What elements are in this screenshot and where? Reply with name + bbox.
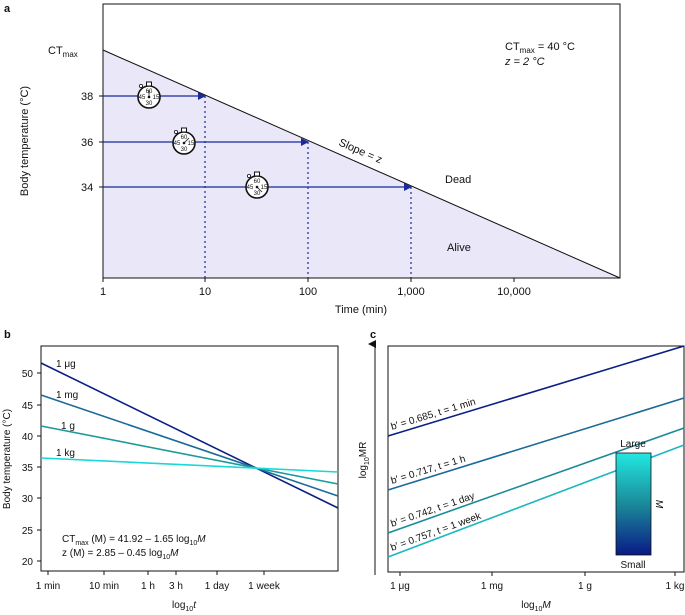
svg-text:45: 45 — [247, 185, 254, 191]
b-y-tick-30: 30 — [22, 494, 34, 505]
b-x-tick-1day: 1 day — [205, 581, 229, 592]
svg-text:30: 30 — [181, 147, 188, 153]
svg-text:30: 30 — [254, 191, 261, 197]
series-line-1kg — [40, 457, 339, 473]
series-label-1ug: 1 μg — [56, 359, 76, 370]
panel-c: c b′ = 0.685, t = 1 min b′ = 0.717, t = … — [358, 329, 685, 613]
series-line-1mg — [40, 394, 339, 497]
panel-a: a 38 36 34 CTmax 1 10 100 1,000 10,000 — [4, 3, 621, 316]
b-y-tick-50: 50 — [22, 369, 34, 380]
panel-c-frame — [387, 345, 685, 573]
panel-b-xlabel: log10t — [172, 600, 197, 613]
x-tick-1: 1 — [100, 286, 106, 298]
b-y-tick-25: 25 — [22, 526, 34, 537]
svg-text:15: 15 — [261, 185, 268, 191]
stopwatch-icon: 60 15 30 45 — [137, 81, 161, 109]
ct-max-tick: CTmax — [48, 45, 78, 59]
series-line-1ug — [40, 362, 339, 509]
mr-label-1h: b′ = 0.717, t = 1 h — [390, 454, 467, 487]
y-tick-38: 38 — [81, 91, 93, 103]
colorbar-large-label: Large — [620, 439, 646, 450]
svg-text:60: 60 — [181, 135, 188, 141]
c-x-tick-1ug: 1 μg — [390, 581, 410, 592]
panel-b-ylabel: Body temperature (°C) — [2, 409, 13, 509]
b-y-tick-45: 45 — [22, 401, 34, 412]
dead-label: Dead — [445, 174, 471, 186]
mr-line-1min — [387, 345, 685, 437]
colorbar-var-label: M — [653, 500, 664, 509]
svg-text:15: 15 — [153, 95, 160, 101]
x-tick-10: 10 — [199, 286, 211, 298]
colorbar-small-label: Small — [620, 560, 645, 571]
mr-line-1day — [387, 427, 685, 534]
panel-a-label: a — [4, 3, 11, 15]
b-y-tick-20: 20 — [22, 557, 34, 568]
b-y-tick-35: 35 — [22, 463, 34, 474]
panel-b-label: b — [4, 329, 11, 341]
stopwatch-icon: 60 15 30 45 — [245, 171, 269, 199]
b-x-tick-1week: 1 week — [248, 581, 281, 592]
b-x-tick-3h: 3 h — [169, 581, 183, 592]
svg-text:15: 15 — [188, 141, 195, 147]
c-x-tick-1mg: 1 mg — [481, 581, 503, 592]
svg-text:30: 30 — [146, 101, 153, 107]
panel-a-xlabel: Time (min) — [335, 304, 387, 316]
y-tick-34: 34 — [81, 182, 93, 194]
panel-a-ylabel: Body temperature (°C) — [19, 86, 31, 196]
panel-c-ylabel: log10MR — [358, 442, 371, 479]
x-tick-1000: 1,000 — [397, 286, 425, 298]
b-x-tick-1h: 1 h — [141, 581, 155, 592]
panel-a-frame — [102, 3, 621, 279]
b-x-tick-1min: 1 min — [36, 581, 60, 592]
mr-label-1min: b′ = 0.685, t = 1 min — [390, 397, 477, 433]
b-y-tick-40: 40 — [22, 432, 34, 443]
z-equation: z (M) = 2.85 – 0.45 log10M — [62, 548, 179, 561]
series-label-1kg: 1 kg — [56, 448, 75, 459]
panel-b-frame — [40, 345, 339, 572]
x-tick-10000: 10,000 — [497, 286, 531, 298]
mr-line-1h — [387, 397, 685, 491]
mass-colorbar — [615, 452, 652, 556]
panel-b: b 1 μg 1 mg 1 g 1 kg 50 45 40 35 30 25 2… — [2, 329, 339, 613]
panel-c-label: c — [370, 329, 376, 341]
ctmax-equation: CTmax (M) = 41.92 – 1.65 log10M — [62, 534, 206, 547]
b-x-tick-10min: 10 min — [89, 581, 119, 592]
threshold-line — [102, 49, 621, 279]
svg-text:45: 45 — [174, 141, 181, 147]
series-label-1mg: 1 mg — [56, 390, 78, 401]
y-tick-36: 36 — [81, 137, 93, 149]
c-x-tick-1kg: 1 kg — [666, 581, 685, 592]
svg-text:60: 60 — [254, 179, 261, 185]
z-annotation: z = 2 °C — [504, 56, 545, 68]
panel-c-xlabel: log10M — [521, 600, 551, 613]
x-tick-100: 100 — [299, 286, 317, 298]
series-label-1g: 1 g — [61, 421, 75, 432]
stopwatch-icon: 60 15 30 45 — [172, 127, 196, 155]
series-line-1g — [40, 425, 339, 485]
c-x-tick-1g: 1 g — [578, 581, 592, 592]
alive-label: Alive — [447, 242, 471, 254]
svg-text:45: 45 — [139, 95, 146, 101]
ct-max-annotation: CTmax = 40 °C — [505, 41, 575, 55]
